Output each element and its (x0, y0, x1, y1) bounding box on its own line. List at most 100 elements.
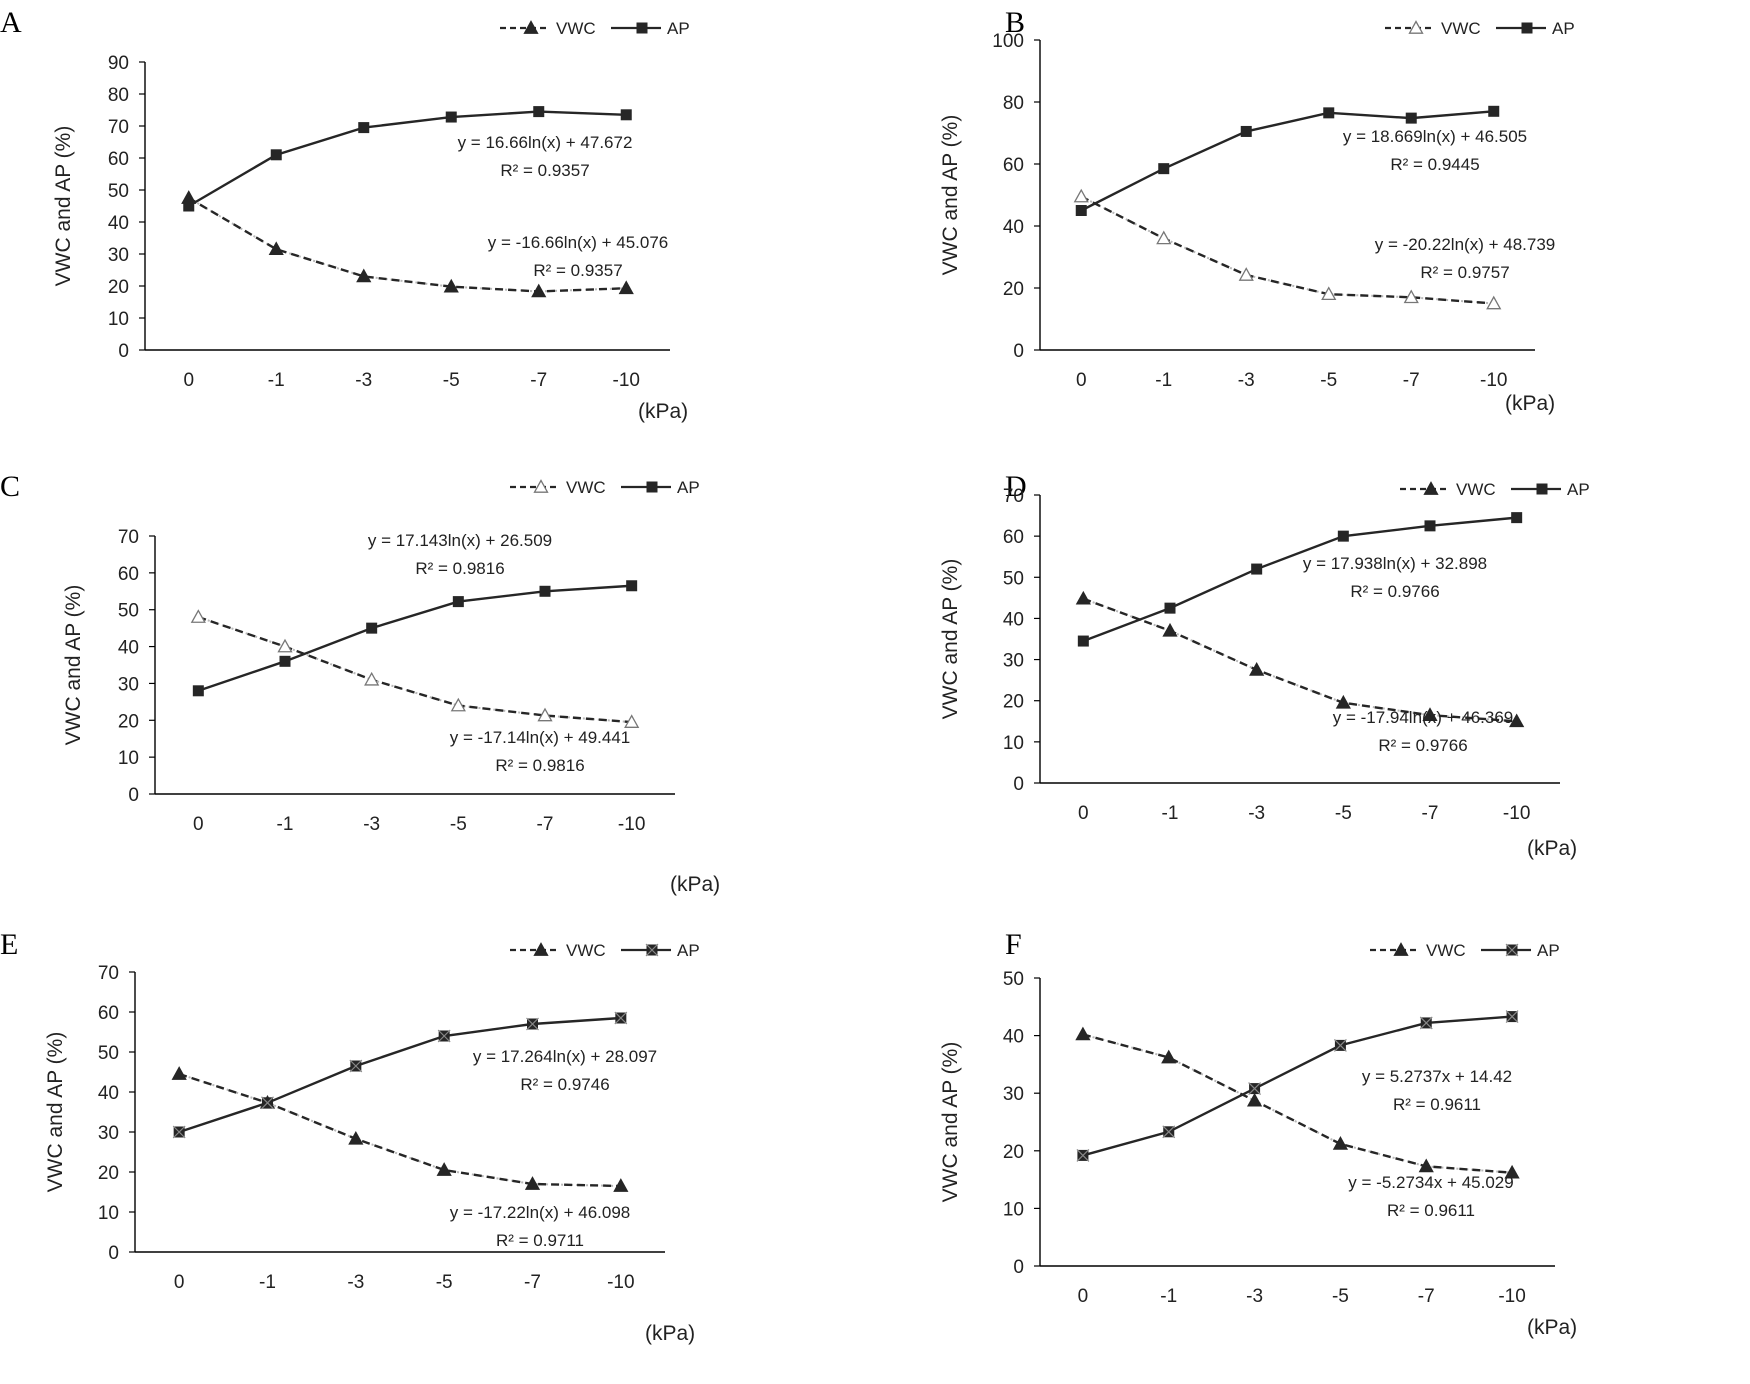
series-line-vwc (1080, 195, 1494, 305)
legend-marker-vwc (523, 20, 539, 34)
equation-vwc: y = -17.94ln(x) + 46.369 (1333, 708, 1514, 727)
series-line-vwc (188, 196, 627, 293)
x-tick-label: -1 (1160, 1286, 1177, 1307)
data-point-ap (614, 1011, 628, 1025)
y-tick-label: 20 (98, 1163, 119, 1184)
series-ap (1077, 512, 1523, 647)
equation-vwc: y = -16.66ln(x) + 45.076 (488, 233, 669, 252)
data-point-vwc (613, 1178, 629, 1192)
equation-vwc: y = -5.2734x + 45.029 (1348, 1173, 1513, 1192)
y-tick-label: 70 (98, 963, 119, 984)
data-point-vwc (1509, 713, 1525, 728)
y-tick-label: 30 (118, 674, 139, 695)
equation-ap: y = 16.66ln(x) + 47.672 (458, 133, 633, 152)
y-tick-label: 40 (1003, 609, 1024, 630)
x-tick-label: 0 (1078, 1286, 1089, 1307)
r2-vwc: R² = 0.9766 (1378, 736, 1467, 755)
series-ap (192, 580, 638, 697)
y-tick-label: 0 (128, 785, 139, 806)
data-point-ap (1162, 1125, 1176, 1139)
panel-letter: F (1005, 928, 1022, 961)
data-point-ap (349, 1059, 363, 1073)
legend: VWC AP (1370, 941, 1560, 960)
y-tick-label: 20 (1003, 1142, 1024, 1163)
x-tick-label: -7 (1418, 1286, 1435, 1307)
y-tick-label: 40 (108, 213, 129, 234)
series-vwc (190, 609, 640, 728)
legend-marker-vwc (1408, 20, 1424, 34)
legend-marker-vwc (533, 479, 549, 493)
data-point-vwc (624, 714, 640, 728)
data-point-ap (1424, 520, 1436, 532)
x-tick-label: -7 (524, 1272, 541, 1293)
data-point-vwc (356, 268, 372, 283)
x-tick-label: -10 (613, 370, 640, 391)
y-tick-label: 60 (108, 149, 129, 170)
panel-letter: C (0, 470, 20, 503)
data-point-ap (526, 1017, 539, 1031)
y-tick-label: 20 (1003, 692, 1024, 713)
r2-ap: R² = 0.9816 (415, 559, 504, 578)
legend-marker-ap (1536, 483, 1548, 495)
r2-ap: R² = 0.9445 (1390, 155, 1479, 174)
data-point-vwc (364, 671, 380, 686)
data-point-ap (1505, 1010, 1519, 1024)
legend-label-ap: AP (1567, 480, 1590, 499)
series-line-vwc (178, 1072, 621, 1188)
data-point-ap (1488, 105, 1500, 117)
legend-label-vwc: VWC (1441, 19, 1481, 38)
x-tick-label: -5 (450, 814, 467, 835)
series-line-ap (1080, 110, 1494, 212)
x-tick-label: -3 (355, 370, 372, 391)
series-line-ap (1082, 1015, 1513, 1157)
data-point-ap (366, 622, 378, 634)
data-point-ap (620, 109, 632, 121)
data-point-vwc (1403, 289, 1419, 304)
series-vwc (171, 1066, 629, 1192)
legend-marker-ap (1521, 22, 1533, 34)
data-point-vwc (1161, 1049, 1177, 1064)
data-point-vwc (268, 241, 284, 256)
legend-label-vwc: VWC (1426, 941, 1466, 960)
equation-ap: y = 17.264ln(x) + 28.097 (473, 1047, 657, 1066)
data-point-ap (1323, 107, 1335, 119)
series-vwc (1073, 188, 1502, 310)
data-point-vwc (1075, 590, 1091, 605)
series-vwc (1075, 590, 1525, 728)
x-tick-label: -10 (1498, 1286, 1525, 1307)
x-tick-label: -3 (1248, 803, 1265, 824)
x-unit-label: (kPa) (670, 873, 720, 896)
x-tick-label: -1 (277, 814, 294, 835)
y-tick-label: 70 (108, 117, 129, 138)
y-tick-label: 70 (118, 527, 139, 548)
series-ap (183, 106, 632, 212)
x-tick-label: -5 (1332, 1286, 1349, 1307)
panel-letter: D (1005, 470, 1027, 503)
legend: VWC AP (510, 478, 700, 497)
x-unit-label: (kPa) (1527, 837, 1577, 860)
y-tick-label: 60 (1003, 155, 1024, 176)
data-point-ap (1419, 1016, 1433, 1030)
equation-ap: y = 5.2737x + 14.42 (1362, 1067, 1512, 1086)
y-tick-label: 80 (1003, 93, 1024, 114)
panel-c: C 0 10 20 30 40 50 60 70 0 -1 -3 -5 -7 -10 (kPa) VWC and… (0, 461, 875, 922)
x-unit-label: (kPa) (638, 400, 688, 423)
data-point-vwc (524, 1176, 541, 1190)
chart-svg-b: B 0 20 40 60 80 100 0 -1 -3 -5 -7 -10(kPa) VWC and AP… (939, 6, 1575, 415)
data-point-vwc (436, 1162, 452, 1176)
data-point-ap (452, 596, 464, 608)
r2-ap: R² = 0.9357 (500, 161, 589, 180)
data-point-ap (1075, 205, 1087, 216)
data-point-vwc (531, 283, 547, 298)
x-tick-label: -10 (1503, 803, 1530, 824)
r2-vwc: R² = 0.9357 (533, 261, 622, 280)
x-tick-label: -1 (268, 370, 285, 391)
x-tick-label: 0 (1076, 370, 1087, 391)
legend-label-vwc: VWC (566, 941, 606, 960)
data-point-vwc (1238, 267, 1254, 281)
y-tick-label: 50 (1003, 568, 1024, 589)
data-point-ap (279, 655, 291, 667)
x-tick-label: -1 (1162, 803, 1179, 824)
y-tick-label: 60 (1003, 527, 1024, 548)
data-point-vwc (450, 697, 466, 712)
